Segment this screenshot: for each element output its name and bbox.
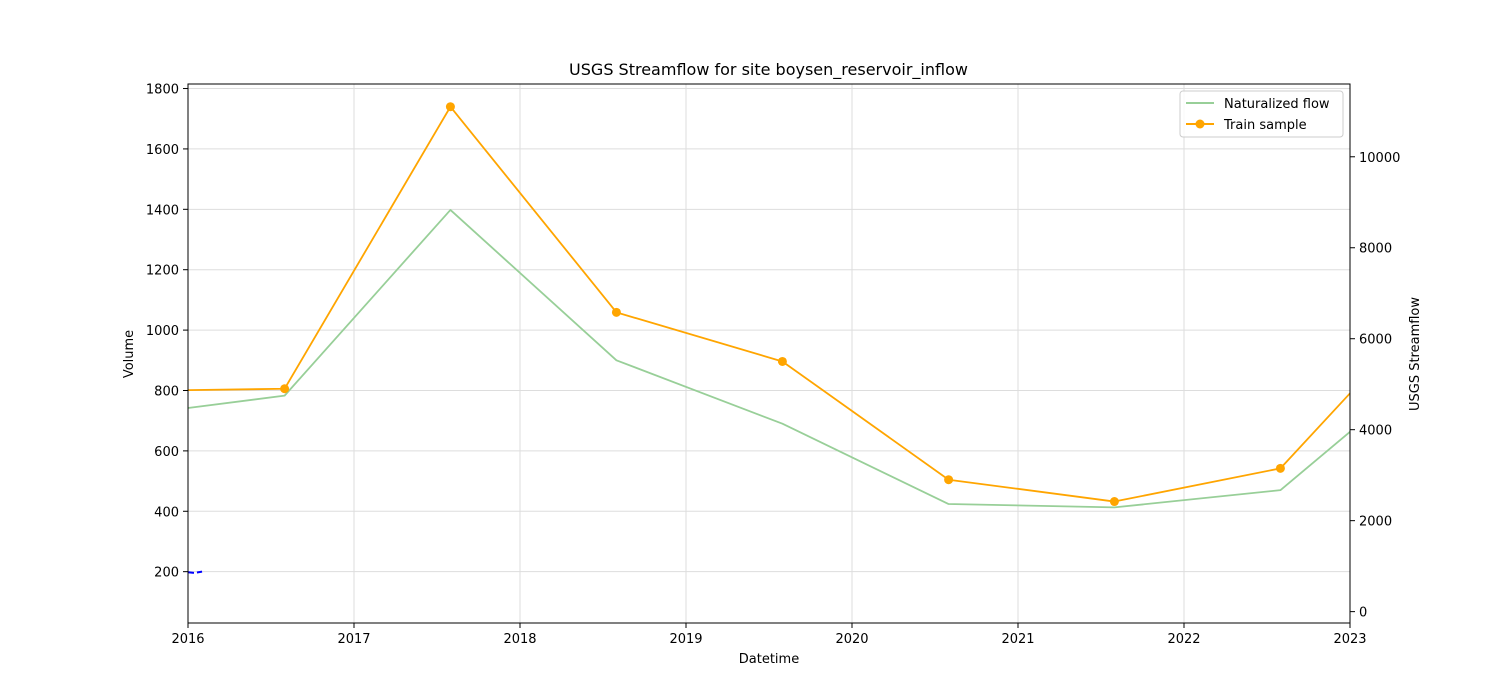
x-tick-label: 2018 [503, 632, 536, 647]
x-tick-label: 2022 [1167, 632, 1200, 647]
y-tick-label: 1400 [146, 203, 179, 218]
legend-marker-train [1195, 119, 1205, 129]
legend-label-train: Train sample [1223, 118, 1307, 133]
x-tick-label: 2023 [1333, 632, 1366, 647]
train-sample-point [1109, 497, 1119, 507]
x-tick-label: 2021 [1001, 632, 1034, 647]
train-sample-point [611, 307, 621, 317]
chart-title: USGS Streamflow for site boysen_reservoi… [569, 60, 968, 80]
train-sample-point [280, 384, 290, 394]
legend-label-naturalized: Naturalized flow [1224, 97, 1330, 112]
series-layer [187, 102, 1351, 574]
y-tick-label: 200 [154, 566, 179, 581]
train-sample-point [445, 102, 455, 112]
x-tick-label: 2016 [171, 632, 204, 647]
axes-layer: 2016 2017 2018 2019 2020 2021 2022 2023 200 400 60… [146, 83, 1400, 647]
series-2-line [187, 570, 203, 574]
y-tick-label: 1200 [146, 264, 179, 279]
train-sample-point [944, 475, 954, 485]
y-tick-label: 1600 [146, 143, 179, 158]
y2-tick-label: 10000 [1359, 151, 1400, 166]
y2-tick-label: 6000 [1359, 333, 1392, 348]
naturalized-flow-line [187, 209, 1351, 509]
y2-tick-label: 2000 [1359, 515, 1392, 530]
y-tick-label: 400 [154, 505, 179, 520]
legend-box [1179, 90, 1344, 138]
train-sample-line [187, 105, 1351, 503]
train-sample-point [1275, 463, 1285, 473]
y-axis-title: Volume [122, 330, 137, 378]
x-tick-label: 2020 [835, 632, 868, 647]
x-tick-label: 2019 [669, 632, 702, 647]
y-tick-label: 800 [154, 384, 179, 399]
x-tick-label: 2017 [337, 632, 370, 647]
y-tick-label: 1000 [146, 324, 179, 339]
x-axis-title: Datetime [739, 652, 799, 667]
y-tick-label: 600 [154, 445, 179, 460]
y2-tick-label: 4000 [1359, 424, 1392, 439]
y-tick-label: 1800 [146, 83, 179, 98]
y2-tick-label: 8000 [1359, 242, 1392, 257]
y2-axis-title: USGS Streamflow [1408, 297, 1423, 411]
plot-frame [187, 83, 1351, 624]
train-sample-point [777, 356, 787, 366]
grid-layer [187, 84, 1351, 623]
legend: Naturalized flow Train sample [1179, 90, 1344, 138]
y2-tick-label: 0 [1359, 606, 1367, 621]
